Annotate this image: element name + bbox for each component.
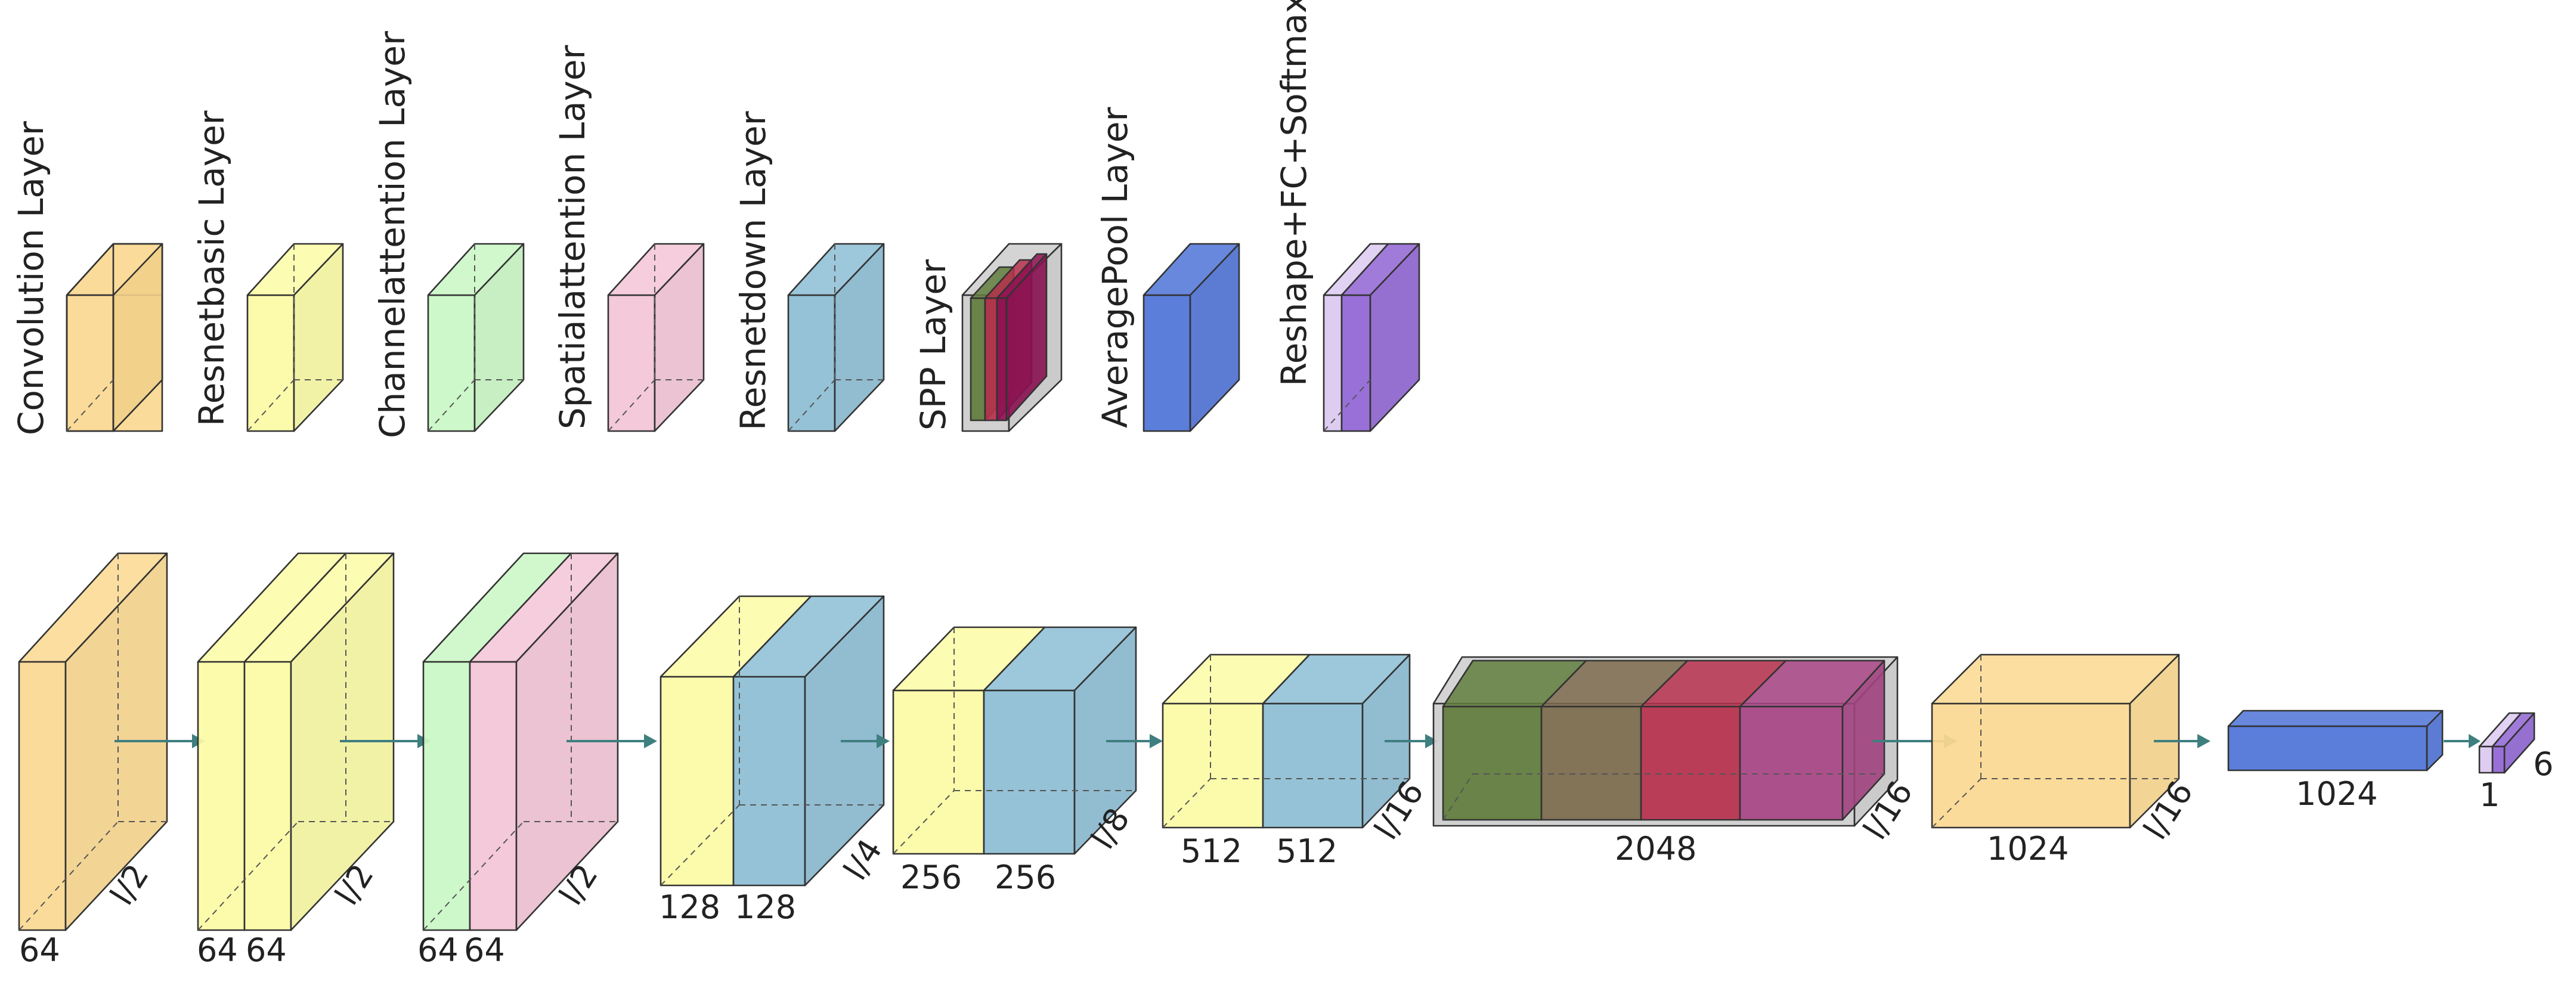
- legend-item-resnetdown: Resnetdown Layer: [733, 111, 885, 432]
- legend-label-spatialattention: Spatialattention Layer: [552, 45, 593, 429]
- pipeline: 64 l/2 64 64 l/2: [18, 552, 2553, 969]
- legend-label-reshape: Reshape+FC+Softmax: [1274, 0, 1314, 386]
- block-output: 1 6: [2478, 712, 2553, 814]
- channel-label: 1: [2479, 776, 2500, 814]
- channel-label: 6: [2533, 745, 2553, 783]
- channel-label: 64: [417, 931, 459, 969]
- legend: Convolution Layer Resnetbasic Layer Chan…: [11, 0, 1420, 438]
- legend-label-resnetbasic: Resnetbasic Layer: [191, 110, 232, 426]
- block-spp: 2048 l/16: [1432, 656, 1920, 868]
- arrow: [1385, 734, 1438, 748]
- channel-label: 64: [464, 931, 505, 969]
- arrow: [2444, 734, 2481, 748]
- channel-label: 64: [197, 931, 238, 969]
- channel-label: 256: [900, 859, 962, 896]
- block-attention: 64 64 l/2: [417, 552, 619, 969]
- legend-label-convolution: Convolution Layer: [11, 121, 51, 435]
- channel-label: 1024: [1987, 830, 2069, 868]
- channel-label: 1024: [2296, 775, 2377, 813]
- block-conv1: 64 l/2: [18, 552, 168, 969]
- legend-label-spp: SPP Layer: [913, 259, 953, 430]
- block-avgpool: 1024: [2227, 710, 2444, 813]
- channel-label: 64: [246, 931, 287, 969]
- legend-item-channelattention: Channelattention Layer: [372, 31, 525, 438]
- block-down2: 256 256 l/8: [892, 626, 1137, 896]
- legend-item-convolution: Convolution Layer: [11, 121, 163, 435]
- legend-item-spatialattention: Spatialattention Layer: [552, 45, 705, 432]
- channel-label: 128: [659, 888, 720, 926]
- channel-label: 512: [1276, 832, 1337, 870]
- legend-label-resnetdown: Resnetdown Layer: [733, 111, 773, 430]
- block-resnetbasic: 64 64 l/2: [197, 552, 395, 969]
- block-down1: 128 128 l/4: [659, 595, 890, 926]
- channel-label: 128: [735, 888, 796, 926]
- arrow: [566, 734, 657, 748]
- channel-label: 2048: [1615, 830, 1696, 868]
- block-conv2: 1024 l/16: [1931, 653, 2200, 868]
- channel-label: 512: [1181, 832, 1242, 870]
- legend-item-averagepool: AveragePool Layer: [1095, 107, 1240, 432]
- arrow: [2154, 734, 2210, 748]
- legend-item-spp: SPP Layer: [913, 243, 1063, 432]
- channel-label: 64: [19, 931, 60, 969]
- legend-label-channelattention: Channelattention Layer: [372, 31, 413, 438]
- arrow: [841, 734, 890, 748]
- legend-label-averagepool: AveragePool Layer: [1095, 107, 1135, 428]
- legend-item-reshape: Reshape+FC+Softmax: [1274, 0, 1420, 432]
- arrow: [1106, 734, 1163, 748]
- channel-label: 256: [995, 859, 1056, 896]
- legend-item-resnetbasic: Resnetbasic Layer: [191, 110, 344, 432]
- block-down3: 512 512 l/16: [1162, 653, 1431, 870]
